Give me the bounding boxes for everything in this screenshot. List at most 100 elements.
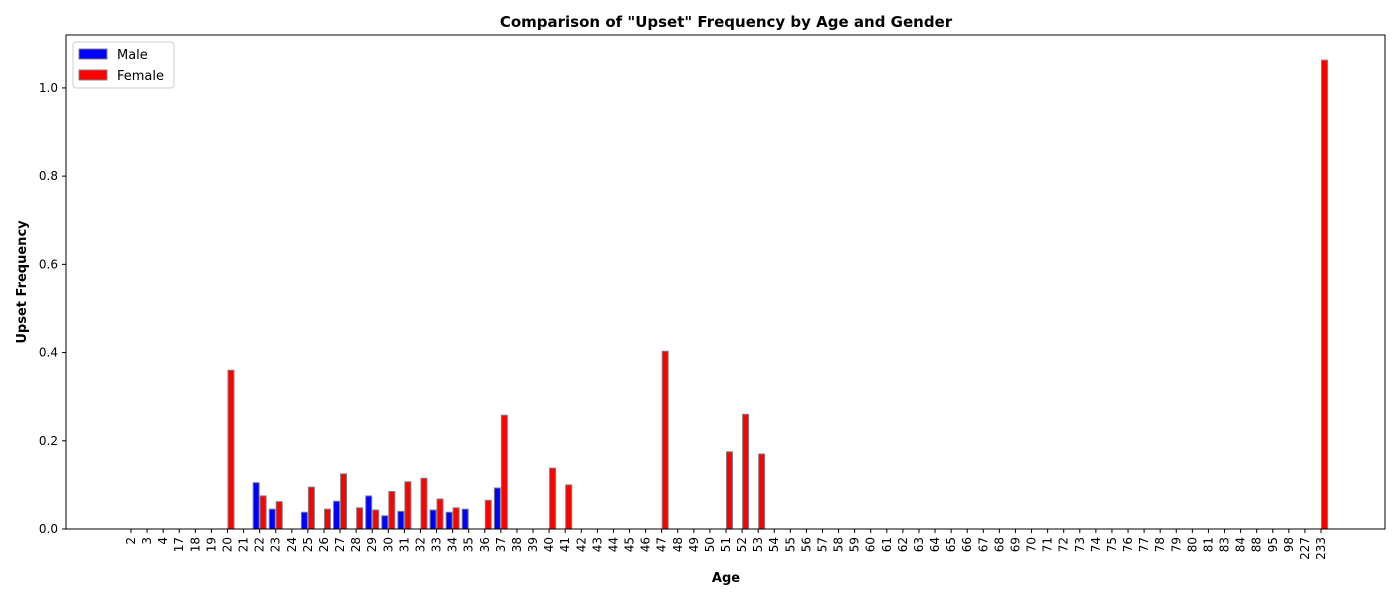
x-tick-label: 38 [510,537,524,552]
x-tick-label: 18 [188,537,202,552]
x-tick-label: 64 [928,537,942,552]
bar-female-23 [275,501,283,530]
x-tick-label: 59 [848,537,862,552]
x-tick-label: 30 [381,537,395,552]
x-tick-label: 78 [1153,537,1167,552]
bar-male-22 [252,482,260,530]
x-tick-label: 39 [526,537,540,552]
chart-title: Comparison of "Upset" Frequency by Age a… [500,13,953,31]
bar-female-36 [484,499,492,530]
x-tick-label: 80 [1185,537,1199,552]
x-tick-label: 49 [687,537,701,552]
x-tick-label: 61 [880,537,894,552]
x-tick-label: 33 [430,537,444,552]
y-tick-label: 0.6 [39,257,58,271]
bar-female-20 [227,369,235,530]
bar-female-40 [549,467,557,530]
x-tick-label: 46 [639,537,653,552]
bar-female-41 [565,484,573,530]
x-tick-label: 17 [172,537,186,552]
bar-male-25 [300,511,308,530]
bar-female-28 [356,507,364,530]
bar-female-53 [758,453,766,530]
bar-female-47 [661,350,669,530]
x-tick-label: 37 [494,537,508,552]
x-tick-label: 4 [156,537,170,545]
x-tick-label: 83 [1218,537,1232,552]
y-tick-label: 0.0 [39,522,58,536]
legend-swatch-male [78,48,108,60]
bar-female-29 [372,509,380,530]
x-tick-label: 24 [285,537,299,552]
plot-frame [65,34,1386,530]
bar-male-35 [461,508,469,530]
x-tick-label: 72 [1057,537,1071,552]
x-tick-label: 233 [1314,537,1328,560]
x-tick-label: 95 [1266,537,1280,552]
bar-male-33 [429,509,437,530]
bar-female-37 [500,414,508,530]
x-tick-label: 41 [558,537,572,552]
y-tick-label: 0.2 [39,434,58,448]
x-axis: 2 3 4 17 18 19 20 21 22 23 24 25 26 27 28 29 30 31 32 33 34 3… [124,529,1328,560]
x-tick-label: 53 [751,537,765,552]
x-tick-label: 63 [912,537,926,552]
legend: Male Female [72,41,175,89]
y-axis: 0.0 0.2 0.4 0.6 0.8 1.0 [39,81,66,536]
x-tick-label: 32 [413,537,427,552]
bar-female-31 [404,481,412,530]
bar-female-33 [436,498,444,530]
x-tick-label: 28 [349,537,363,552]
bar-male-30 [381,515,389,530]
y-axis-label: Upset Frequency [15,220,30,344]
x-tick-label: 55 [783,537,797,552]
bar-female-51 [726,451,733,530]
x-tick-label: 36 [478,537,492,552]
bar-female-27 [340,473,348,530]
bar-female-52 [742,413,750,530]
x-tick-label: 43 [590,537,604,552]
x-axis-label: Age [712,571,740,586]
x-tick-label: 79 [1169,537,1183,552]
x-tick-label: 84 [1234,537,1248,552]
x-tick-label: 66 [960,537,974,552]
bar-male-27 [333,500,341,530]
bar-female-233 [1321,59,1328,530]
x-tick-label: 69 [1008,537,1022,552]
x-tick-label: 22 [253,537,267,552]
bar-female-25 [307,486,315,530]
legend-swatch-female [78,69,108,81]
x-tick-label: 40 [542,537,556,552]
x-tick-label: 98 [1282,537,1296,552]
x-tick-label: 31 [397,537,411,552]
x-tick-label: 23 [269,537,283,552]
x-tick-label: 42 [574,537,588,552]
x-tick-label: 57 [815,537,829,552]
y-tick-label: 1.0 [39,81,58,95]
x-tick-label: 81 [1201,537,1215,552]
x-tick-label: 65 [944,537,958,552]
x-tick-label: 88 [1250,537,1264,552]
x-tick-label: 29 [365,537,379,552]
bar-female-34 [452,507,460,530]
x-tick-label: 75 [1105,537,1119,552]
x-tick-label: 50 [703,537,717,552]
bar-female-32 [420,477,428,530]
x-tick-label: 74 [1089,537,1103,552]
x-tick-label: 34 [446,537,460,552]
x-tick-label: 70 [1025,537,1039,552]
x-tick-label: 76 [1121,537,1135,552]
x-tick-label: 45 [623,537,637,552]
bar-male-29 [365,495,373,530]
bar-male-37 [493,487,501,530]
x-tick-label: 19 [204,537,218,552]
x-tick-label: 25 [301,537,315,552]
x-tick-label: 44 [606,537,620,552]
x-tick-label: 227 [1298,537,1312,560]
x-tick-label: 54 [767,537,781,552]
x-tick-label: 20 [220,537,234,552]
x-tick-label: 71 [1041,537,1055,552]
x-tick-label: 35 [462,537,476,552]
x-tick-label: 56 [799,537,813,552]
